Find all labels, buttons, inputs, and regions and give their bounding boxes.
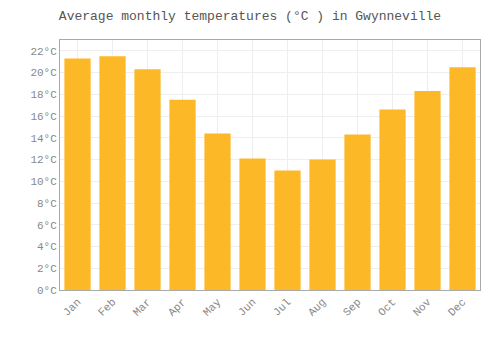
svg-text:Apr: Apr xyxy=(166,296,188,318)
svg-text:20°C: 20°C xyxy=(30,67,57,79)
svg-text:16°C: 16°C xyxy=(30,111,57,123)
svg-text:12°C: 12°C xyxy=(30,154,57,166)
svg-text:22°C: 22°C xyxy=(30,46,57,58)
svg-text:Nov: Nov xyxy=(411,296,434,319)
svg-text:2°C: 2°C xyxy=(37,263,57,275)
svg-text:Jan: Jan xyxy=(61,296,83,318)
svg-text:8°C: 8°C xyxy=(37,198,57,210)
svg-text:Jul: Jul xyxy=(271,296,293,318)
svg-text:10°C: 10°C xyxy=(30,176,57,188)
svg-text:Oct: Oct xyxy=(376,296,398,318)
svg-text:14°C: 14°C xyxy=(30,133,57,145)
svg-text:4°C: 4°C xyxy=(37,241,57,253)
svg-text:Sep: Sep xyxy=(341,296,363,318)
svg-text:Dec: Dec xyxy=(446,296,468,318)
svg-text:0°C: 0°C xyxy=(37,285,57,297)
svg-text:Average monthly temperatures (: Average monthly temperatures (°C ) in Gw… xyxy=(59,9,441,24)
svg-text:Mar: Mar xyxy=(131,296,153,318)
svg-text:Aug: Aug xyxy=(306,296,328,318)
svg-text:May: May xyxy=(201,296,224,319)
svg-text:18°C: 18°C xyxy=(30,89,57,101)
svg-text:6°C: 6°C xyxy=(37,220,57,232)
svg-text:Feb: Feb xyxy=(96,296,118,318)
svg-text:Jun: Jun xyxy=(236,296,258,318)
